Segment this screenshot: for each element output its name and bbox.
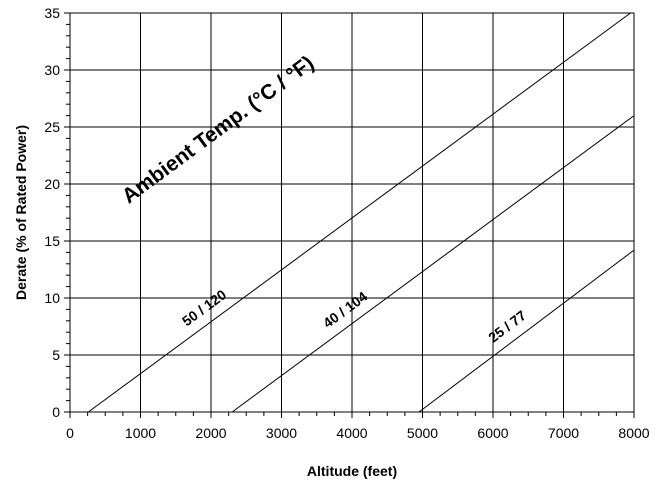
x-tick-labels: 0 1000 2000 3000 4000 5000 6000 7000 8000: [66, 425, 650, 441]
series-label: 25 / 77: [485, 307, 529, 346]
plot-frame: [69, 12, 635, 413]
y-tick-label: 20: [44, 176, 60, 192]
y-tick-label: 10: [44, 290, 60, 306]
series-line: [88, 12, 631, 413]
x-tick-label: 7000: [548, 425, 579, 441]
ambient-temp-annotation: Ambient Temp. (°C / °F): [118, 51, 318, 208]
y-tick-label: 25: [44, 119, 60, 135]
x-tick-label: 4000: [336, 425, 367, 441]
series-line: [418, 249, 635, 413]
x-tick-label: 2000: [195, 425, 226, 441]
series-labels: 50 / 120 40 / 104 25 / 77: [179, 286, 529, 345]
series-label: 40 / 104: [320, 288, 370, 331]
x-axis-title: Altitude (feet): [307, 463, 397, 479]
x-tick-label: 8000: [618, 425, 649, 441]
y-tick-label: 30: [44, 62, 60, 78]
y-tick-label: 0: [52, 404, 60, 420]
x-tick-label: 6000: [477, 425, 508, 441]
x-tick-label: 3000: [266, 425, 297, 441]
y-tick-label: 5: [52, 347, 60, 363]
x-tick-label: 5000: [407, 425, 438, 441]
y-axis-title: Derate (% of Rated Power): [13, 125, 29, 300]
series-lines: [88, 12, 635, 413]
y-tick-label: 15: [44, 233, 60, 249]
series-label: 50 / 120: [179, 286, 229, 329]
y-tick-labels: 0 5 10 15 20 25 30 35: [44, 5, 60, 420]
x-tick-label: 1000: [125, 425, 156, 441]
series-line: [231, 115, 635, 413]
minor-ticks: [64, 12, 635, 418]
x-tick-label: 0: [66, 425, 74, 441]
y-tick-label: 35: [44, 5, 60, 21]
